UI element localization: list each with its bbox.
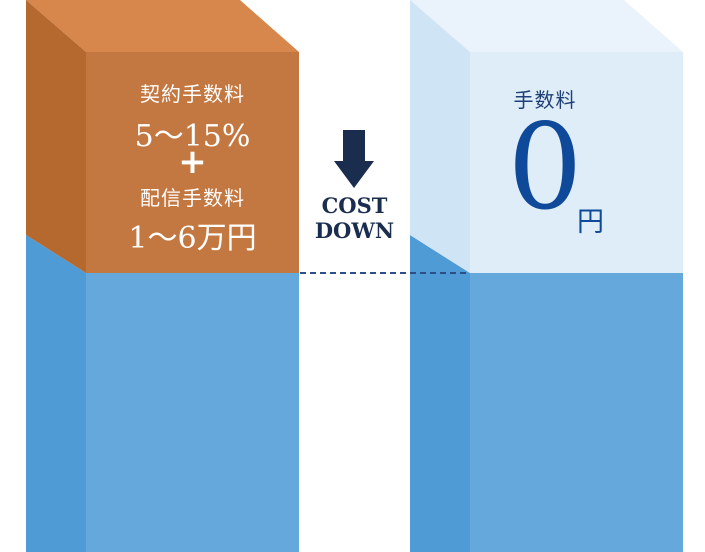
delivery-fee-value: 1〜6万円 (128, 221, 257, 256)
right-column-lower-side (410, 235, 470, 552)
left-column-lower-side (26, 235, 86, 552)
right-column-lower-front (470, 273, 683, 552)
zero-value: 0 (507, 98, 583, 236)
contract-fee-value: 5〜15% (134, 119, 251, 154)
right-column-top-face (410, 0, 683, 52)
yen-unit: 円 (577, 207, 604, 238)
delivery-fee-label: 配信手数料 (140, 186, 245, 210)
down-label: DOWN (314, 218, 395, 243)
plus-sign: + (178, 142, 207, 182)
contract-fee-label: 契約手数料 (140, 82, 245, 106)
cost-label: COST (321, 193, 388, 218)
left-column-upper-front (86, 52, 299, 273)
down-arrow-icon (334, 130, 374, 188)
right-column-upper-side (410, 0, 470, 273)
left-column-lower-front (86, 273, 299, 552)
left-column-top-face (26, 0, 299, 52)
left-column-upper-side (26, 0, 86, 273)
right-column-upper-front (470, 52, 683, 273)
fee-label: 手数料 (513, 88, 577, 112)
